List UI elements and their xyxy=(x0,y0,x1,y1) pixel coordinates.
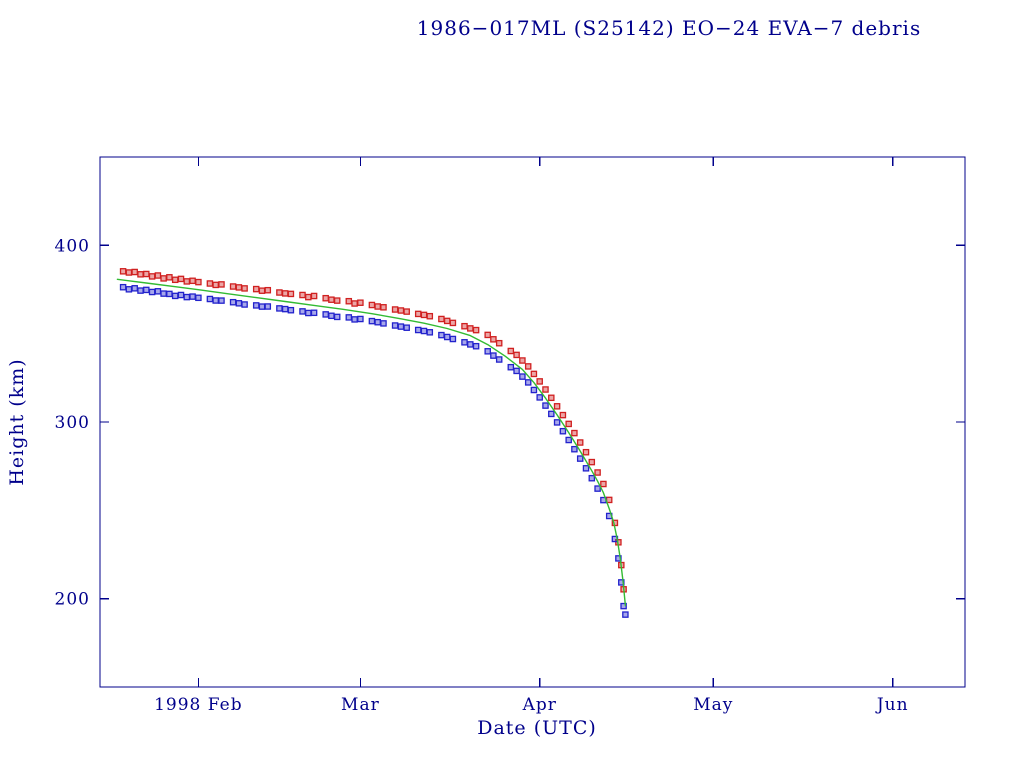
y-tick-label: 200 xyxy=(55,590,90,610)
x-tick-label: May xyxy=(693,695,733,715)
y-axis-label: Height (km) xyxy=(6,358,28,486)
y-tick-label: 300 xyxy=(55,413,90,433)
perigee-height xyxy=(119,283,629,618)
y-axis-ticks: 200 300 400 xyxy=(55,236,965,610)
apogee-height xyxy=(119,268,627,593)
y-tick-label: 400 xyxy=(55,236,90,256)
x-tick-label: Jun xyxy=(875,695,909,715)
x-tick-label: 1998 Feb xyxy=(154,695,242,715)
x-axis-label: Date (UTC) xyxy=(477,717,597,739)
x-tick-label: Apr xyxy=(522,695,557,715)
fit-curve xyxy=(116,278,627,607)
plot-frame xyxy=(99,156,966,688)
x-axis-ticks: 1998 Feb Mar Apr May Jun xyxy=(154,157,908,715)
chart-title: 1986−017ML (S25142) EO−24 EVA−7 debris xyxy=(416,16,922,40)
x-tick-label: Mar xyxy=(341,695,380,715)
